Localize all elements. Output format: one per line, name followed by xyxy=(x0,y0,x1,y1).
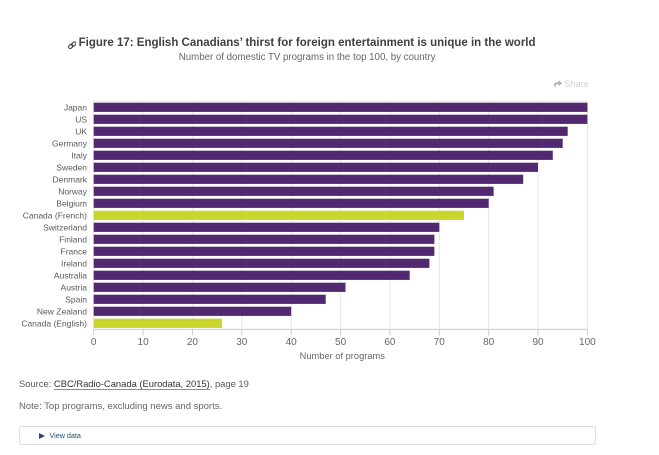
svg-text:UK: UK xyxy=(75,126,87,136)
svg-text:60: 60 xyxy=(384,337,396,348)
svg-text:Number of programs: Number of programs xyxy=(299,351,385,361)
svg-text:US: US xyxy=(75,114,87,124)
svg-text:Denmark: Denmark xyxy=(52,174,87,184)
svg-text:Italy: Italy xyxy=(71,150,87,160)
svg-text:Canada (English): Canada (English) xyxy=(21,318,87,328)
svg-text:Spain: Spain xyxy=(65,294,87,304)
svg-text:10: 10 xyxy=(137,337,149,348)
svg-text:80: 80 xyxy=(483,337,495,348)
svg-text:Japan: Japan xyxy=(63,102,86,112)
svg-text:Norway: Norway xyxy=(58,186,88,196)
svg-text:Sweden: Sweden xyxy=(56,162,87,172)
svg-text:France: France xyxy=(60,246,87,256)
svg-text:Australia: Australia xyxy=(54,270,87,280)
svg-text:50: 50 xyxy=(335,337,347,348)
svg-text:0: 0 xyxy=(91,337,97,348)
svg-text:70: 70 xyxy=(433,337,445,348)
svg-text:100: 100 xyxy=(579,337,596,348)
svg-text:Germany: Germany xyxy=(52,138,88,148)
svg-text:30: 30 xyxy=(236,337,248,348)
svg-text:Ireland: Ireland xyxy=(61,258,87,268)
svg-text:Finland: Finland xyxy=(59,234,87,244)
svg-text:Canada (French): Canada (French) xyxy=(22,210,86,220)
svg-text:Belgium: Belgium xyxy=(56,198,87,208)
svg-text:20: 20 xyxy=(186,337,198,348)
svg-text:90: 90 xyxy=(532,337,544,348)
svg-text:New Zealand: New Zealand xyxy=(37,306,87,316)
svg-text:40: 40 xyxy=(285,337,297,348)
svg-text:Switzerland: Switzerland xyxy=(43,222,87,232)
svg-text:Austria: Austria xyxy=(60,282,87,292)
